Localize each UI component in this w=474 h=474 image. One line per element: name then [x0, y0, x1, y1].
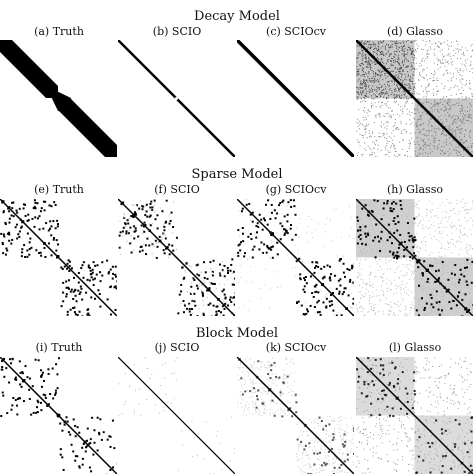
- matrix-panel-c: [237, 40, 354, 157]
- nonzero-entries: [118, 199, 235, 316]
- lower-speckle: [296, 415, 354, 474]
- panel-title-f: (f) SCIO: [154, 183, 200, 196]
- decay-truth-upper-band: [0, 40, 58, 98]
- matrix-panel-a: [0, 40, 117, 157]
- background-speckle: [356, 199, 473, 316]
- diagonal-line: [356, 199, 473, 316]
- offblock-speckle-b: [356, 98, 416, 157]
- panel-title-j: (j) SCIO: [154, 341, 200, 354]
- panel-title-l: (l) Glasso: [388, 341, 442, 354]
- diagonal-line: [356, 40, 473, 157]
- panel-title-c: (c) SCIOcv: [266, 25, 326, 38]
- matrix-image: [0, 199, 117, 316]
- light-entries: [119, 200, 235, 316]
- panel-title-g: (g) SCIOcv: [265, 183, 327, 196]
- matrix-panel-f: [118, 199, 235, 316]
- center-node: [56, 413, 61, 418]
- matrix-panel-k: [237, 357, 354, 474]
- matrix-image: [0, 40, 117, 157]
- diagonal-line: [237, 357, 354, 474]
- matrix-image: [118, 357, 235, 474]
- matrix-panel-j: [118, 357, 235, 474]
- matrix-panel-l: [356, 357, 473, 474]
- panel-title-d: (d) Glasso: [387, 25, 443, 38]
- diagonal-line: [356, 357, 473, 474]
- row-title-block: Block Model: [195, 326, 279, 341]
- matrix-image: [237, 199, 354, 316]
- decay-truth-lower-band: [59, 99, 117, 157]
- row-title-sparse: Sparse Model: [191, 167, 283, 182]
- background-speckle: [238, 199, 354, 316]
- diagonal-line: [237, 199, 354, 316]
- matrix-image: [356, 357, 473, 474]
- diagonal-line: [118, 357, 235, 474]
- matrix-panel-g: [237, 199, 354, 316]
- block-gap: [175, 97, 178, 100]
- matrix-panel-h: [356, 199, 473, 316]
- matrix-image: [0, 357, 117, 474]
- matrix-panel-d: [356, 40, 473, 157]
- offblock-speckle-a: [414, 40, 473, 100]
- panel-title-i: (i) Truth: [35, 341, 83, 354]
- matrix-panel-e: [0, 199, 117, 316]
- matrix-image: [237, 357, 354, 474]
- matrix-image: [118, 199, 235, 316]
- row-title-decay: Decay Model: [194, 9, 280, 24]
- diagonal-line: [118, 199, 235, 316]
- upper-speckle: [237, 357, 297, 417]
- nonzero-entries: [0, 199, 117, 316]
- matrix-image: [118, 40, 235, 157]
- panel-title-h: (h) Glasso: [387, 183, 443, 196]
- matrix-image: [237, 40, 354, 157]
- panel-title-e: (e) Truth: [34, 183, 84, 196]
- matrix-panel-b: [118, 40, 235, 157]
- panel-title-a: (a) Truth: [34, 25, 84, 38]
- matrix-panel-i: [0, 357, 117, 474]
- light-entries: [118, 357, 235, 474]
- panel-title-b: (b) SCIO: [152, 25, 202, 38]
- matrix-image: [356, 199, 473, 316]
- diagonal-line: [237, 40, 354, 157]
- matrix-image: [356, 40, 473, 157]
- diagonal-line: [0, 199, 117, 316]
- panel-title-k: (k) SCIOcv: [265, 341, 327, 354]
- nonzero-entries: [356, 357, 473, 474]
- lower-speckle: [414, 98, 473, 157]
- background-speckle: [356, 357, 473, 474]
- decay-truth-junction: [46, 86, 71, 111]
